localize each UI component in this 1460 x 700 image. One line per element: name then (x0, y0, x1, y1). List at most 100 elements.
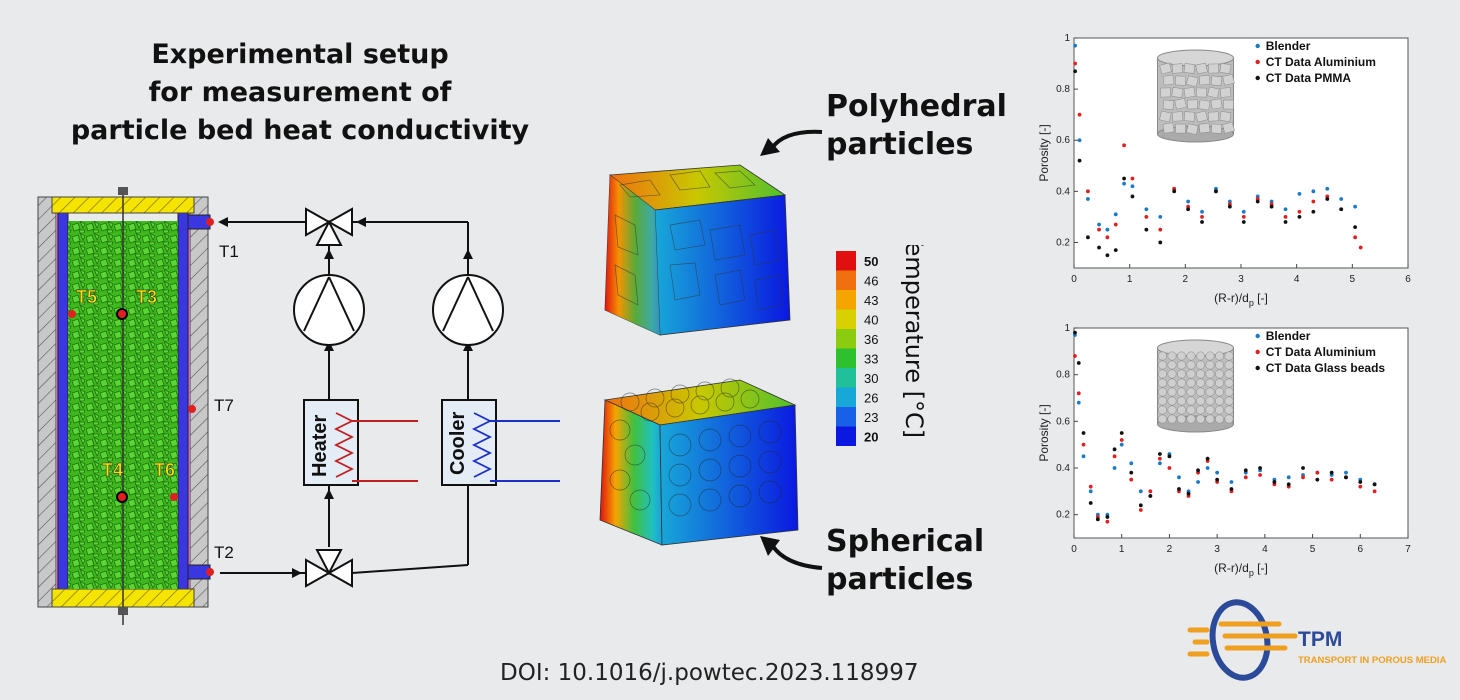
legend-entry: Blender (1266, 329, 1311, 343)
data-point (1073, 69, 1078, 74)
setup-schematic: T5 T3 T4 T6 T1 T7 T2 (37, 187, 560, 625)
cooling-channel-right (177, 206, 189, 598)
data-point (1286, 482, 1291, 487)
x-tick-label: 6 (1405, 274, 1411, 285)
data-point (1158, 240, 1163, 245)
y-tick-label: 0.6 (1056, 416, 1070, 427)
data-point (1144, 227, 1149, 232)
legend-marker (1255, 43, 1260, 49)
data-point (1227, 204, 1232, 209)
legend-marker (1255, 365, 1260, 371)
data-point (1088, 489, 1093, 494)
data-point (1301, 466, 1305, 470)
data-point (1076, 400, 1081, 405)
legend-entry: Blender (1266, 39, 1311, 53)
data-point (1157, 461, 1162, 466)
data-point (1315, 477, 1320, 482)
polyhedral-cube-image (604, 164, 791, 336)
sensor-t5-dot (68, 310, 76, 318)
colorbar-swatch (836, 309, 856, 329)
data-point (1297, 214, 1302, 219)
data-point (1214, 189, 1218, 194)
sensor-t4-label: T4 (102, 460, 123, 480)
colorbar-tick-label: 40 (864, 312, 878, 327)
data-point (1353, 204, 1358, 209)
data-point (1086, 235, 1090, 240)
pump-left (293, 274, 365, 346)
spherical-label-line2: particles (826, 562, 974, 597)
data-point (1243, 475, 1248, 480)
data-point (1122, 181, 1126, 186)
plot-area (1073, 327, 1409, 539)
sensor-t4-dot (116, 491, 128, 503)
data-point (1112, 466, 1117, 470)
plot-area (1073, 37, 1409, 269)
data-point (1269, 204, 1274, 209)
data-point (1088, 501, 1093, 505)
colorbar-tick-label: 23 (864, 410, 878, 425)
colorbar-title: Temperature [°C] (900, 245, 928, 438)
data-point (1144, 207, 1149, 212)
data-point (1339, 197, 1344, 201)
data-point (1272, 480, 1277, 484)
pointer-arrows (760, 129, 823, 570)
tpm-logo: TPM TRANSPORT IN POROUS MEDIA (1187, 599, 1446, 681)
data-point (1243, 468, 1248, 473)
data-point (1215, 477, 1220, 482)
y-tick-label: 0.8 (1056, 84, 1070, 95)
colorbar-swatch (836, 387, 856, 407)
sensor-t1-label: T1 (219, 242, 239, 261)
data-point (1081, 454, 1086, 459)
valve-bottom (305, 549, 353, 588)
data-point (1138, 503, 1143, 508)
x-tick-label: 5 (1350, 274, 1356, 285)
data-point (1086, 197, 1090, 201)
data-point (1344, 475, 1348, 480)
x-tick-label: 3 (1238, 274, 1244, 285)
legend-entry: CT Data Glass beads (1266, 361, 1386, 375)
x-axis-label: (R-r)/dp [-] (1214, 561, 1268, 578)
data-point (1157, 452, 1162, 456)
y-tick-label: 1 (1064, 33, 1070, 44)
data-point (1186, 491, 1191, 496)
setup-title-line1: Experimental setup (151, 39, 449, 70)
data-point (1344, 470, 1348, 475)
data-point (1105, 519, 1110, 524)
data-point (1077, 158, 1082, 163)
colorbar-tick-label: 36 (864, 332, 878, 347)
data-point (1086, 189, 1090, 194)
sensor-t5-label: T5 (76, 287, 97, 307)
cooler-coil (471, 412, 493, 478)
setup-title-line2: for measurement of (148, 77, 452, 108)
data-point (1258, 473, 1262, 477)
data-point (1339, 207, 1344, 212)
cooling-channel-left (57, 206, 69, 598)
data-point (1097, 245, 1101, 250)
heater-label: Heater (309, 415, 331, 477)
data-point (1122, 143, 1126, 148)
colorbar-tick-label: 30 (864, 371, 878, 386)
tpm-logo-tagline: TRANSPORT IN POROUS MEDIA (1298, 655, 1446, 666)
y-tick-label: 0.8 (1056, 370, 1070, 381)
arrow-to-polyhedral (770, 129, 823, 150)
sensor-t7-label: T7 (214, 396, 234, 415)
data-point (1229, 487, 1234, 491)
data-point (1122, 176, 1126, 181)
data-point (1196, 468, 1200, 473)
data-point (1119, 442, 1124, 447)
data-point (1073, 61, 1078, 66)
colorbar-swatch (836, 290, 856, 310)
data-point (1129, 470, 1134, 475)
data-point (1297, 191, 1302, 196)
x-tick-label: 1 (1119, 544, 1125, 555)
data-point (1112, 447, 1117, 452)
data-point (1105, 227, 1110, 232)
data-point (1077, 112, 1082, 117)
data-point (1113, 212, 1118, 217)
tpm-logo-ring (1209, 599, 1271, 681)
data-point (1076, 391, 1081, 396)
data-point (1325, 197, 1330, 201)
data-point (1073, 354, 1077, 358)
data-point (1283, 214, 1288, 219)
data-point (1329, 470, 1334, 475)
